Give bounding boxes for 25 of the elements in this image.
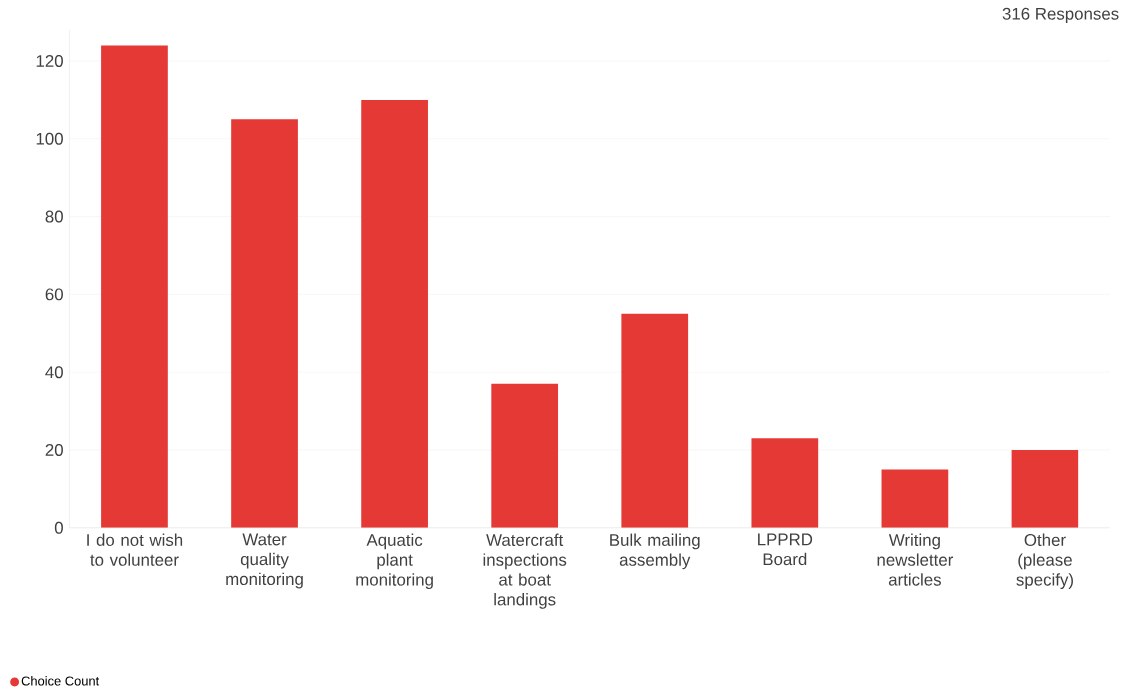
x-tick-label: LPPRD Board bbox=[758, 533, 813, 566]
y-tick-label: 100 bbox=[36, 132, 63, 145]
x-tick-label: Writing newsletter articles bbox=[877, 533, 954, 586]
y-tick-label: 60 bbox=[45, 288, 63, 301]
bar bbox=[231, 119, 298, 528]
y-tick-label: 0 bbox=[54, 521, 63, 534]
x-tick-label: Other (please specify) bbox=[1016, 533, 1073, 589]
x-tick-label: Watercraft inspections at boat landings bbox=[483, 533, 567, 609]
x-tick-label: Bulk mailing assembly bbox=[610, 533, 700, 570]
y-tick-label: 120 bbox=[36, 54, 63, 67]
x-tick-label: I do not wish to volunteer bbox=[87, 533, 183, 566]
y-tick-label: 20 bbox=[45, 443, 63, 456]
bar bbox=[361, 99, 428, 528]
bar bbox=[101, 45, 168, 528]
legend-label: Choice Count bbox=[21, 676, 100, 686]
y-tick-label: 40 bbox=[45, 366, 63, 379]
bar bbox=[881, 469, 949, 528]
bar bbox=[1011, 449, 1079, 528]
bar bbox=[751, 438, 819, 528]
bar bbox=[491, 383, 559, 528]
x-tick-label: Water quality monitoring bbox=[226, 533, 303, 589]
bar bbox=[621, 313, 689, 528]
text: 316 Responses bbox=[1002, 7, 1119, 24]
x-tick-label: Aquatic plant monitoring bbox=[356, 533, 433, 589]
y-tick-label: 80 bbox=[45, 210, 63, 223]
